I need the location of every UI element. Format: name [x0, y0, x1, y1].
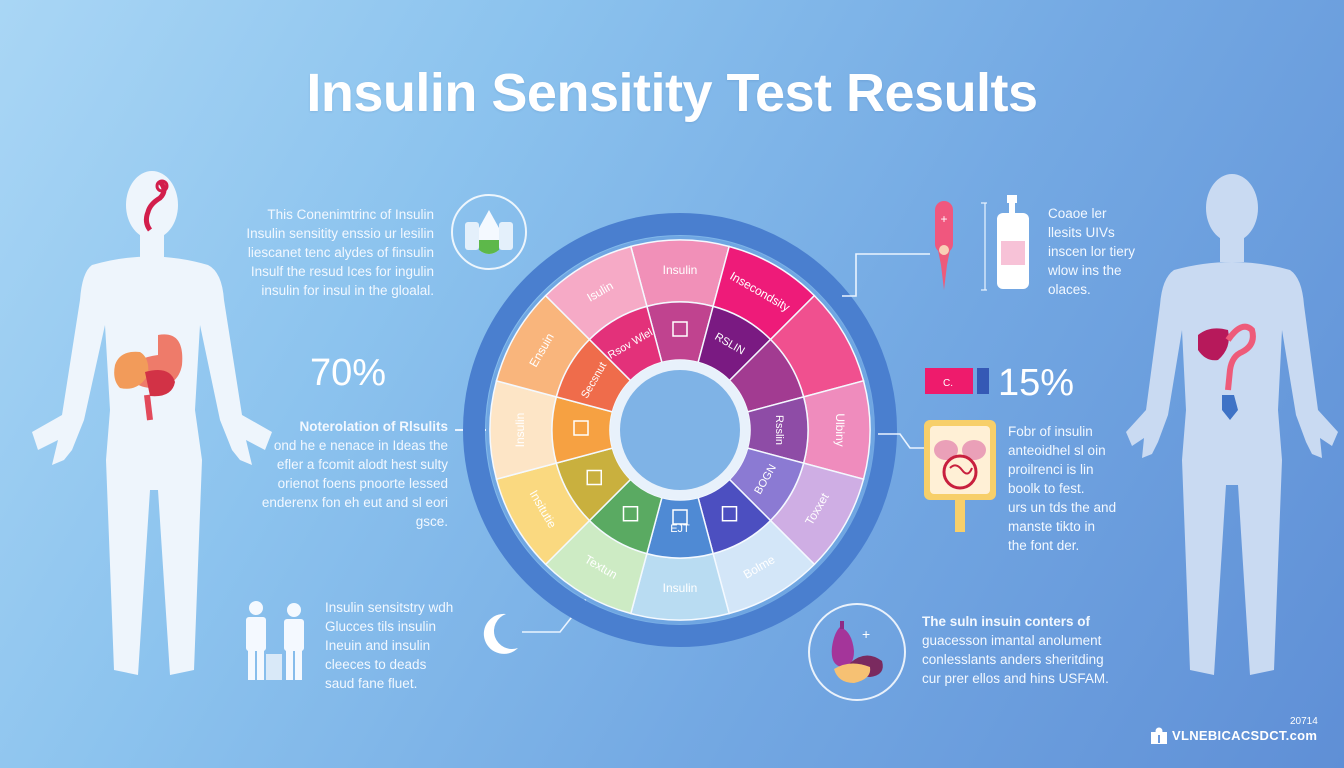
sweet-potato-icon: + — [831, 621, 883, 683]
lotion-bottle-icon: + — [935, 195, 1029, 291]
left-stat-text: Noterolation of Rlsulits ond he e nenace… — [228, 417, 448, 531]
right-stat-text: Fobr of insulin anteoidhel sl oin proilr… — [1008, 424, 1117, 553]
footer-brand: VLNEBICACSDCT.com — [1172, 728, 1318, 743]
insulin-wheel-chart: Insulin InsecondsityUlbinyToxxetBolmeInsu… — [463, 213, 897, 647]
left-stat-heading: Noterolation of Rlsulits — [299, 419, 449, 434]
svg-text:+: + — [862, 626, 870, 642]
status-badge-icon: C. — [925, 368, 989, 394]
connector-line-mid-right — [878, 433, 924, 449]
stat-15-percent: 15% — [998, 362, 1075, 404]
outer-segment-label: Insulin — [663, 263, 698, 277]
page-title: Insulin Sensitity Test Results — [306, 63, 1038, 123]
svg-text:+: + — [940, 212, 947, 226]
bladder-icon — [1222, 395, 1238, 420]
outer-segment-label: Insulin — [513, 413, 527, 448]
inner-segment-label: Rsslin — [773, 415, 785, 445]
inner-segment-label: EJT — [670, 523, 690, 535]
stat-70-percent: 70% — [310, 352, 387, 394]
cup-icon — [586, 469, 603, 486]
chart-icon — [573, 420, 589, 436]
stomach-icon — [114, 334, 183, 421]
svg-text:C.: C. — [943, 378, 953, 389]
bottles-icon — [465, 210, 513, 254]
left-body-figure — [32, 171, 272, 675]
moon-icon — [483, 613, 518, 654]
digestive-system-icon — [924, 420, 996, 532]
liver-icon — [1198, 323, 1256, 391]
right-body-figure — [1126, 174, 1338, 675]
right-top-text: Coaoe ler llesits UIVs inscen lor tiery … — [1048, 206, 1136, 297]
connector-line-top-right — [842, 253, 930, 297]
left-intro-text: This Conenimtrinc of Insulin Insulin sen… — [246, 207, 434, 298]
food-icon-circle: + — [808, 603, 906, 701]
people-icon — [246, 601, 304, 680]
center-disc — [620, 370, 740, 490]
brand-logo-icon — [1151, 727, 1167, 744]
outer-segment-label: Ulbiny — [833, 413, 847, 446]
scribble-icon — [721, 505, 738, 522]
chart-icon — [622, 505, 639, 522]
footer-year: 20714 — [1290, 716, 1318, 727]
house-icon — [672, 321, 688, 337]
lightning-icon — [672, 509, 688, 525]
right-bottom-text: The suln insuin conters of guacesson ima… — [922, 614, 1109, 686]
outer-ring — [463, 213, 897, 647]
left-bottom-text: Insulin sensitstry wdh Glucces tils insu… — [325, 600, 454, 691]
bottles-icon-circle — [451, 194, 527, 270]
outer-segment-label: Insulin — [663, 581, 698, 595]
